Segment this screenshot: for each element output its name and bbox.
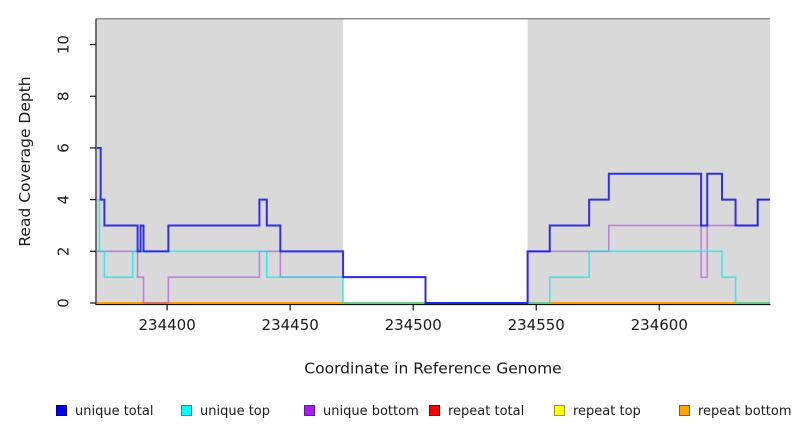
series-line-unique-total: [97, 146, 770, 304]
x-tick-label: 234450: [262, 316, 319, 334]
legend-item-unique-top: unique top: [181, 401, 270, 419]
legend-label-repeat-bottom: repeat bottom: [698, 404, 792, 419]
legend-swatch-unique-top: [181, 405, 192, 416]
legend-item-unique-bottom: unique bottom: [304, 401, 419, 419]
legend-label-unique-top: unique top: [200, 404, 271, 419]
legend-label-repeat-top: repeat top: [573, 404, 641, 419]
legend-label-unique-total: unique total: [75, 404, 154, 419]
legend-swatch-repeat-total: [429, 405, 440, 416]
y-tick-label: 0: [55, 298, 73, 308]
x-tick-label: 234400: [138, 316, 195, 334]
x-axis-title: Coordinate in Reference Genome: [304, 360, 561, 378]
legend-item-repeat-total: repeat total: [429, 401, 524, 419]
legend-swatch-repeat-top: [554, 405, 565, 416]
repeat-region-shade: [97, 19, 344, 305]
legend-label-repeat-total: repeat total: [448, 404, 525, 419]
legend-item-repeat-bottom: repeat bottom: [679, 401, 792, 419]
y-tick-label: 4: [55, 195, 73, 205]
legend-swatch-repeat-bottom: [679, 405, 690, 416]
y-tick-label: 2: [55, 247, 73, 257]
y-tick-label: 8: [55, 91, 73, 101]
x-tick-label: 234550: [508, 316, 565, 334]
legend-item-unique-total: unique total: [56, 401, 153, 419]
series-line-unique-top: [97, 198, 770, 304]
legend-label-unique-bottom: unique bottom: [323, 404, 419, 419]
legend-swatch-unique-total: [56, 405, 67, 416]
y-axis-title: Read Coverage Depth: [16, 76, 34, 246]
repeat-region-shade: [527, 19, 770, 305]
x-tick-label: 234600: [631, 316, 688, 334]
x-tick-label: 234500: [385, 316, 442, 334]
y-tick-label: 6: [55, 143, 73, 153]
y-tick-label: 10: [55, 35, 73, 54]
legend-swatch-unique-bottom: [304, 405, 315, 416]
legend-item-repeat-top: repeat top: [554, 401, 641, 419]
